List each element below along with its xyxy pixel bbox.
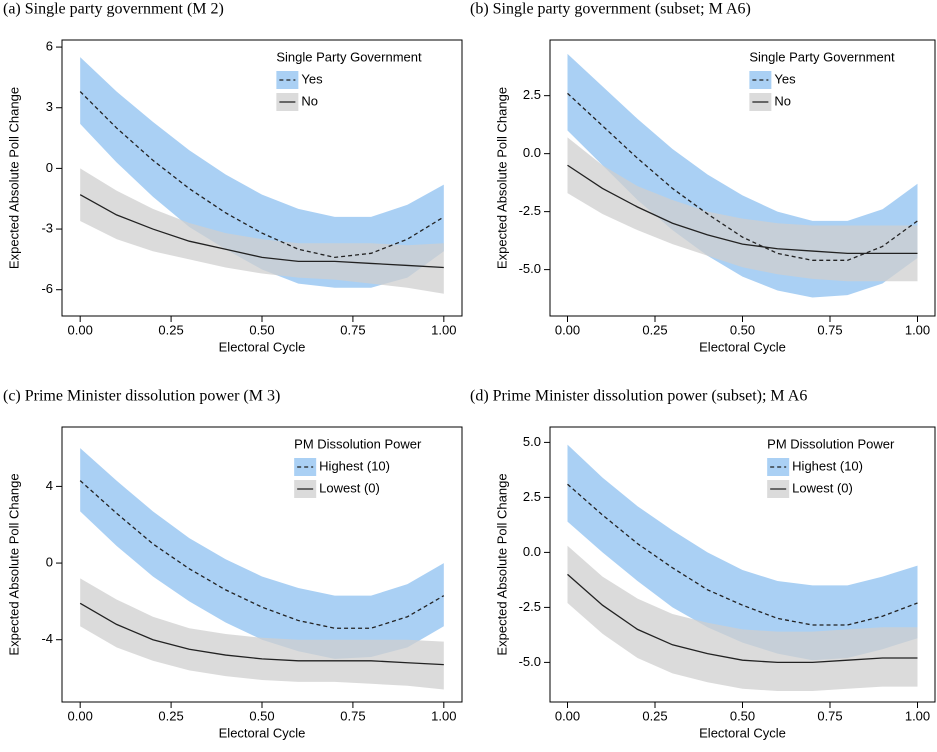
y-axis-label: Expected Absolute Poll Change [6, 473, 21, 655]
x-tick-label: 0.00 [555, 322, 580, 337]
x-axis-label: Electoral Cycle [219, 339, 306, 354]
panel-title: (b) Single party government (subset; M A… [470, 1, 751, 18]
y-tick-label: -5.0 [519, 654, 541, 669]
legend-label: Highest (10) [319, 458, 390, 473]
fit-line [567, 164, 918, 255]
y-tick-label: -6 [41, 281, 53, 296]
x-tick-label: 1.00 [431, 708, 456, 723]
x-tick-label: 0.25 [158, 708, 183, 723]
x-tick-label: 1.00 [905, 322, 930, 337]
y-axis-label: Expected Absolute Poll Change [6, 87, 21, 269]
fit-line [567, 92, 918, 261]
x-tick-label: 0.00 [68, 322, 93, 337]
y-axis-label: Expected Absolute Poll Change [494, 87, 509, 269]
x-tick-label: 0.25 [158, 322, 183, 337]
fit-line [79, 602, 444, 666]
x-tick-label: 0.00 [68, 708, 93, 723]
y-tick-label: -3 [41, 220, 53, 235]
x-tick-label: 0.75 [340, 708, 365, 723]
fit-line [567, 573, 918, 664]
legend-label: Lowest (0) [792, 480, 853, 495]
y-tick-label: -4 [41, 631, 53, 646]
x-tick-label: 0.50 [730, 322, 755, 337]
confidence-band [80, 448, 444, 659]
y-tick-label: -2.5 [519, 203, 541, 218]
legend-label: Lowest (0) [319, 480, 380, 495]
confidence-band [567, 444, 918, 661]
fit-line [567, 483, 918, 626]
x-axis-label: Electoral Cycle [699, 725, 786, 740]
y-axis-label: Expected Absolute Poll Change [494, 473, 509, 655]
x-tick-label: 1.00 [905, 708, 930, 723]
confidence-band [567, 137, 918, 282]
y-tick-label: 4 [46, 478, 53, 493]
legend-title: Single Party Government [749, 49, 895, 64]
x-tick-label: 1.00 [431, 322, 456, 337]
x-tick-label: 0.50 [730, 708, 755, 723]
panel-title: (c) Prime Minister dissolution power (M … [3, 388, 280, 405]
y-tick-label: -5.0 [519, 261, 541, 276]
y-tick-label: 2.5 [523, 87, 541, 102]
legend-label: No [774, 93, 791, 108]
confidence-band [80, 57, 444, 288]
x-tick-label: 0.75 [340, 322, 365, 337]
confidence-band [567, 545, 918, 691]
fit-line [79, 480, 445, 629]
legend-title: PM Dissolution Power [767, 436, 895, 451]
fit-line [79, 194, 444, 269]
x-tick-label: 0.75 [817, 322, 842, 337]
legend-label: Highest (10) [792, 458, 863, 473]
x-tick-label: 0.25 [642, 322, 667, 337]
x-tick-label: 0.50 [249, 322, 274, 337]
x-tick-label: 0.75 [817, 708, 842, 723]
y-tick-label: 0 [46, 555, 53, 570]
x-tick-label: 0.50 [249, 708, 274, 723]
legend-label: No [301, 93, 318, 108]
x-axis-label: Electoral Cycle [219, 725, 306, 740]
y-tick-label: 3 [46, 99, 53, 114]
y-tick-label: 0.0 [523, 544, 541, 559]
panel-title: (a) Single party government (M 2) [3, 1, 224, 18]
legend-label: Yes [301, 71, 323, 86]
y-tick-label: 5.0 [523, 434, 541, 449]
panel-title: (d) Prime Minister dissolution power (su… [470, 388, 807, 405]
y-tick-label: 0 [46, 160, 53, 175]
x-axis-label: Electoral Cycle [699, 339, 786, 354]
x-tick-label: 0.25 [642, 708, 667, 723]
legend-title: Single Party Government [276, 49, 422, 64]
legend-title: PM Dissolution Power [294, 436, 422, 451]
y-tick-label: 0.0 [523, 145, 541, 160]
confidence-band [80, 578, 444, 690]
x-tick-label: 0.00 [555, 708, 580, 723]
y-tick-label: -2.5 [519, 599, 541, 614]
fit-line [79, 91, 445, 259]
y-tick-label: 2.5 [523, 489, 541, 504]
legend-label: Yes [774, 71, 796, 86]
y-tick-label: 6 [46, 39, 53, 54]
